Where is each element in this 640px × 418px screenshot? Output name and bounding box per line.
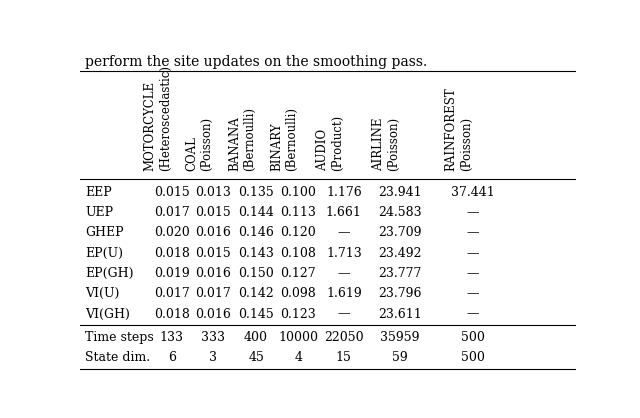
Text: 0.019: 0.019: [154, 267, 189, 280]
Text: 0.146: 0.146: [238, 227, 274, 240]
Text: —: —: [338, 267, 350, 280]
Text: —: —: [467, 308, 479, 321]
Text: —: —: [338, 227, 350, 240]
Text: 0.015: 0.015: [154, 186, 189, 199]
Text: EP(U): EP(U): [85, 247, 123, 260]
Text: 0.142: 0.142: [238, 287, 274, 300]
Text: 1.661: 1.661: [326, 206, 362, 219]
Text: —: —: [467, 287, 479, 300]
Text: BINARY
(Bernoulli): BINARY (Bernoulli): [270, 107, 298, 171]
Text: RAINFOREST
(Poisson): RAINFOREST (Poisson): [445, 87, 473, 171]
Text: 0.123: 0.123: [280, 308, 316, 321]
Text: 23.611: 23.611: [378, 308, 422, 321]
Text: 0.015: 0.015: [195, 206, 231, 219]
Text: 133: 133: [160, 331, 184, 344]
Text: EP(GH): EP(GH): [85, 267, 134, 280]
Text: 0.143: 0.143: [238, 247, 274, 260]
Text: 0.098: 0.098: [280, 287, 316, 300]
Text: 0.015: 0.015: [195, 247, 231, 260]
Text: 500: 500: [461, 352, 484, 364]
Text: perform the site updates on the smoothing pass.: perform the site updates on the smoothin…: [85, 55, 428, 69]
Text: 0.016: 0.016: [195, 308, 231, 321]
Text: AUDIO
(Product): AUDIO (Product): [316, 115, 344, 171]
Text: Time steps: Time steps: [85, 331, 154, 344]
Text: MOTORCYCLE
(Heteroscedastic): MOTORCYCLE (Heteroscedastic): [144, 65, 172, 171]
Text: 3: 3: [209, 352, 217, 364]
Text: AIRLINE
(Poisson): AIRLINE (Poisson): [372, 117, 400, 171]
Text: BANANA
(Bernoulli): BANANA (Bernoulli): [228, 107, 256, 171]
Text: 23.492: 23.492: [378, 247, 422, 260]
Text: 0.120: 0.120: [280, 227, 316, 240]
Text: 1.176: 1.176: [326, 186, 362, 199]
Text: 22050: 22050: [324, 331, 364, 344]
Text: 1.713: 1.713: [326, 247, 362, 260]
Text: UEP: UEP: [85, 206, 113, 219]
Text: 0.145: 0.145: [238, 308, 274, 321]
Text: 0.017: 0.017: [154, 206, 189, 219]
Text: 35959: 35959: [380, 331, 420, 344]
Text: 0.016: 0.016: [195, 267, 231, 280]
Text: 4: 4: [294, 352, 302, 364]
Text: 23.709: 23.709: [378, 227, 422, 240]
Text: 45: 45: [248, 352, 264, 364]
Text: COAL
(Poisson): COAL (Poisson): [185, 117, 213, 171]
Text: VI(U): VI(U): [85, 287, 119, 300]
Text: 10000: 10000: [278, 331, 318, 344]
Text: 23.796: 23.796: [378, 287, 422, 300]
Text: 0.150: 0.150: [238, 267, 274, 280]
Text: VI(GH): VI(GH): [85, 308, 130, 321]
Text: 0.127: 0.127: [280, 267, 316, 280]
Text: 23.941: 23.941: [378, 186, 422, 199]
Text: 0.135: 0.135: [238, 186, 274, 199]
Text: 23.777: 23.777: [378, 267, 422, 280]
Text: 24.583: 24.583: [378, 206, 422, 219]
Text: 59: 59: [392, 352, 408, 364]
Text: EEP: EEP: [85, 186, 112, 199]
Text: 0.013: 0.013: [195, 186, 231, 199]
Text: 333: 333: [201, 331, 225, 344]
Text: 0.144: 0.144: [238, 206, 274, 219]
Text: —: —: [467, 227, 479, 240]
Text: 15: 15: [336, 352, 352, 364]
Text: —: —: [467, 206, 479, 219]
Text: 0.017: 0.017: [154, 287, 189, 300]
Text: 500: 500: [461, 331, 484, 344]
Text: 37.441: 37.441: [451, 186, 495, 199]
Text: 0.016: 0.016: [195, 227, 231, 240]
Text: 0.018: 0.018: [154, 247, 189, 260]
Text: —: —: [467, 247, 479, 260]
Text: —: —: [338, 308, 350, 321]
Text: 400: 400: [244, 331, 268, 344]
Text: 0.108: 0.108: [280, 247, 316, 260]
Text: 0.100: 0.100: [280, 186, 316, 199]
Text: 1.619: 1.619: [326, 287, 362, 300]
Text: 0.020: 0.020: [154, 227, 189, 240]
Text: 0.018: 0.018: [154, 308, 189, 321]
Text: 6: 6: [168, 352, 176, 364]
Text: —: —: [467, 267, 479, 280]
Text: State dim.: State dim.: [85, 352, 150, 364]
Text: GHEP: GHEP: [85, 227, 124, 240]
Text: 0.113: 0.113: [280, 206, 316, 219]
Text: 0.017: 0.017: [195, 287, 231, 300]
